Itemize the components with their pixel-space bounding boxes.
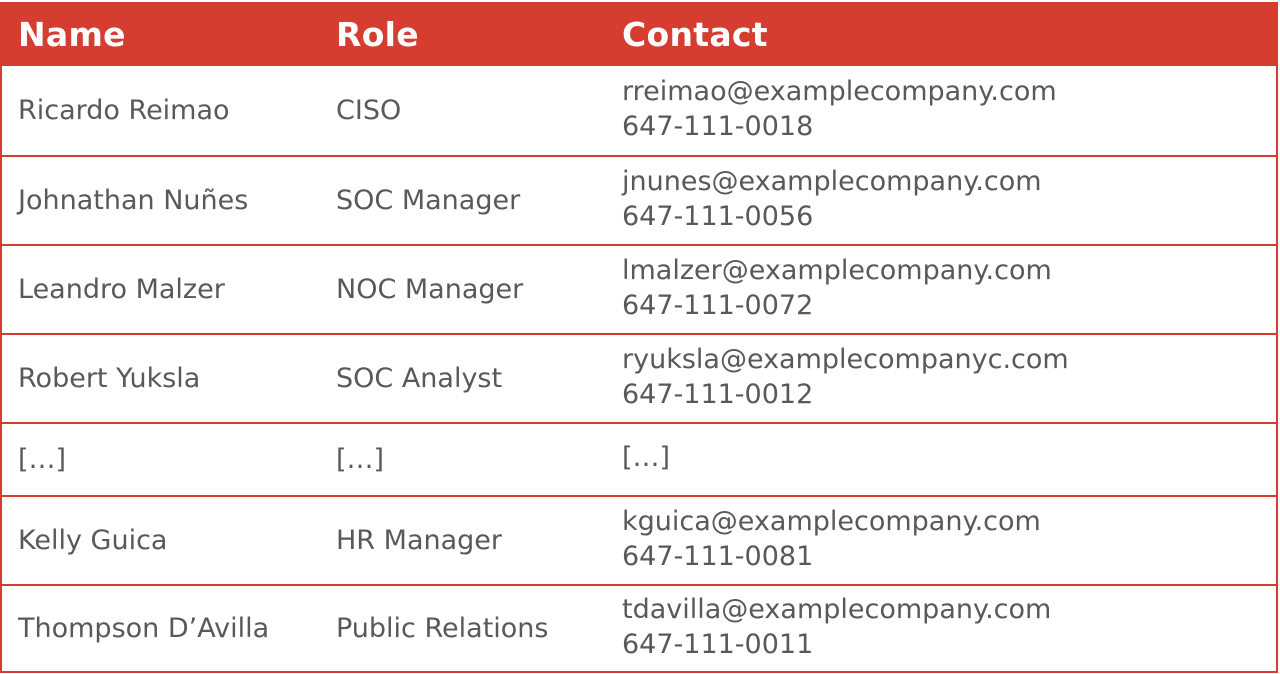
contact-email: tdavilla@examplecompany.com	[622, 593, 1052, 625]
cell-name: Robert Yuksla	[18, 363, 201, 394]
cell-role: HR Manager	[336, 525, 502, 556]
table-row: Thompson D’Avilla Public Relations tdavi…	[2, 584, 1276, 673]
contact-email: rreimao@examplecompany.com	[622, 75, 1057, 107]
cell-role: NOC Manager	[336, 274, 524, 305]
cell-name: Leandro Malzer	[18, 274, 225, 305]
cell-name: Thompson D’Avilla	[18, 613, 270, 644]
contact-phone: 647-111-0056	[622, 200, 814, 232]
contact-email: […]	[622, 442, 671, 473]
cell-name: Kelly Guica	[18, 525, 168, 556]
table-row: Ricardo Reimao CISO rreimao@examplecompa…	[2, 66, 1276, 155]
cell-contact: lmalzer@examplecompany.com 647-111-0072	[605, 253, 1276, 323]
table-header: Name Role Contact	[2, 2, 1276, 66]
header-name: Name	[18, 14, 126, 54]
cell-contact: rreimao@examplecompany.com 647-111-0018	[605, 74, 1276, 144]
cell-contact: kguica@examplecompany.com 647-111-0081	[605, 504, 1276, 574]
contact-email: ryuksla@examplecompanyc.com	[622, 343, 1069, 375]
cell-name: Ricardo Reimao	[18, 95, 230, 126]
table-row: Johnathan Nuñes SOC Manager jnunes@examp…	[2, 155, 1276, 244]
contact-email: kguica@examplecompany.com	[622, 505, 1041, 537]
cell-contact: jnunes@examplecompany.com 647-111-0056	[605, 164, 1276, 234]
contact-phone: 647-111-0018	[622, 110, 814, 142]
header-role: Role	[336, 14, 419, 54]
cell-role: SOC Manager	[336, 185, 521, 216]
cell-contact: […]	[605, 440, 1276, 475]
contact-phone: 647-111-0072	[622, 289, 814, 321]
cell-contact: tdavilla@examplecompany.com 647-111-0011	[605, 592, 1276, 662]
cell-role: SOC Analyst	[336, 363, 503, 394]
contact-email: lmalzer@examplecompany.com	[622, 254, 1052, 286]
cell-name: Johnathan Nuñes	[18, 185, 249, 216]
table-row: Robert Yuksla SOC Analyst ryuksla@exampl…	[2, 333, 1276, 422]
table-row: Kelly Guica HR Manager kguica@examplecom…	[2, 495, 1276, 584]
contact-phone: 647-111-0011	[622, 628, 814, 660]
contact-phone: 647-111-0081	[622, 540, 814, 572]
contact-email: jnunes@examplecompany.com	[622, 165, 1042, 197]
cell-role: CISO	[336, 95, 402, 126]
cell-name: […]	[18, 444, 67, 475]
header-contact: Contact	[622, 14, 768, 54]
contact-phone: 647-111-0012	[622, 378, 814, 410]
cell-contact: ryuksla@examplecompanyc.com 647-111-0012	[605, 342, 1276, 412]
cell-role: […]	[336, 444, 385, 475]
cell-role: Public Relations	[336, 613, 549, 644]
table-row-ellipsis: […] […] […]	[2, 422, 1276, 495]
table-row: Leandro Malzer NOC Manager lmalzer@examp…	[2, 244, 1276, 333]
